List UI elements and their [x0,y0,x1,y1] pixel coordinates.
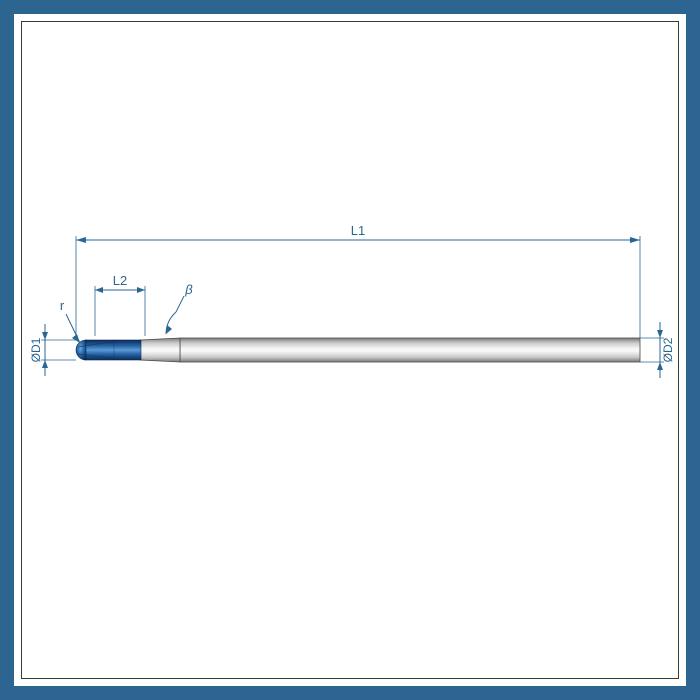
shank [140,338,640,362]
l2-label: L2 [113,273,127,288]
d2-label: ØD2 [661,337,675,362]
cutting-head [76,340,141,360]
dimension-d2: ØD2 [640,322,675,378]
dimension-l2: L2 [95,273,145,336]
d1-label: ØD1 [29,337,43,362]
l1-label: L1 [351,223,365,238]
r-label: r [60,298,65,313]
diagram-frame: L1 L2 ØD1 ØD2 [0,0,700,700]
dimension-l1: L1 [76,223,640,340]
dimension-beta: β [166,282,193,334]
beta-label: β [184,282,193,297]
dimension-d1: ØD1 [29,324,76,376]
dimension-r: r [60,298,80,343]
technical-drawing: L1 L2 ØD1 ØD2 [14,14,686,686]
